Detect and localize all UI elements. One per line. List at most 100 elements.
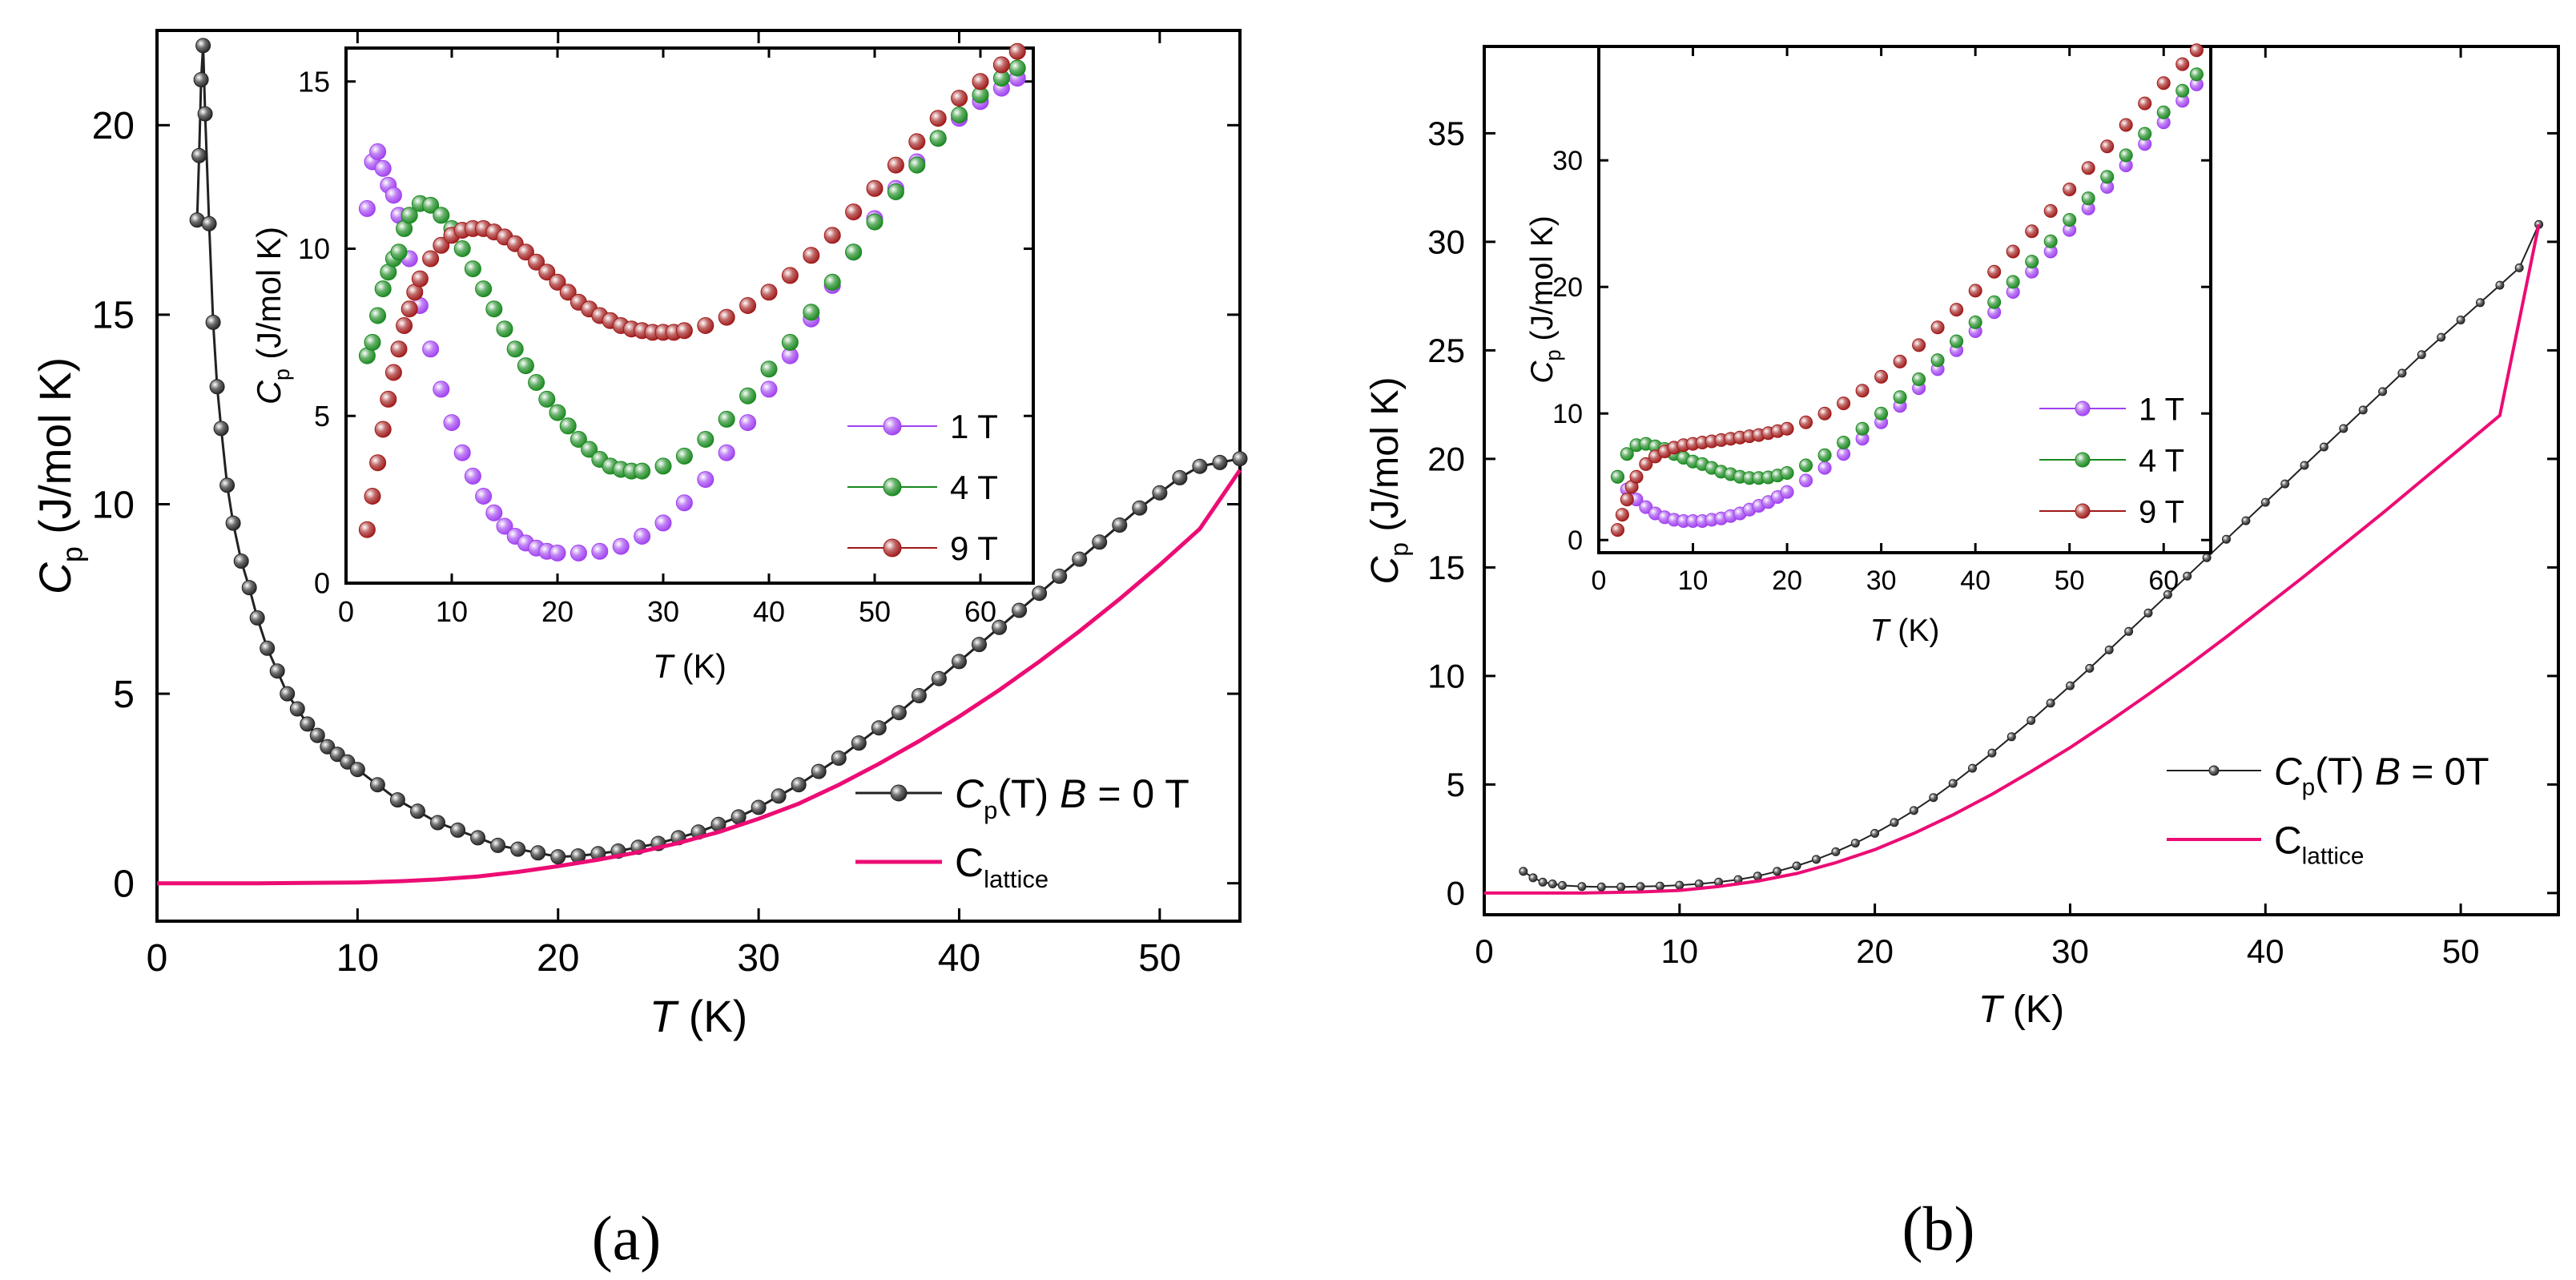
data-point [549,544,566,562]
x-tick-label: 50 [859,595,891,628]
y-axis-label: Cp (J/mol K) [1363,376,1414,584]
data-point [718,444,735,461]
data-point [2260,497,2270,507]
data-point [1232,451,1248,467]
x-axis-label: T (K) [1978,988,2064,1031]
data-point [549,273,566,291]
data-point [2358,405,2368,415]
data-point [866,213,883,231]
legend-label: Cp(T) B = 0T [2274,751,2489,800]
data-point [1032,586,1048,602]
data-point [718,308,735,326]
x-tick-label: 10 [436,595,468,628]
legend-marker [890,784,908,802]
data-point [823,273,841,291]
y-tick-label: 5 [314,400,330,433]
data-point [496,320,513,338]
data-point [823,227,841,244]
data-point [1611,469,1624,484]
y-tick-label: 20 [1427,441,1465,478]
data-point [1987,264,2002,279]
y-tick-label: 30 [1552,146,1583,176]
data-point [1675,880,1684,890]
y-tick-label: 10 [298,232,330,265]
y-axis-label-unit: (J/mol K) [1525,215,1560,349]
x-tick-label: 20 [1772,566,1802,596]
y-tick-label: 15 [298,65,330,98]
data-point [2163,590,2172,599]
legend-marker [883,477,902,497]
legend-label: 4 T [2139,443,2184,478]
data-point [195,38,211,54]
plot-frame [344,46,1035,585]
data-point [654,457,672,475]
x-axis-label-unit: (K) [2002,988,2064,1031]
data-point [289,701,305,717]
data-point [2417,350,2426,360]
y-axis-label-unit: (J/mol K) [251,227,288,368]
data-point [634,528,651,545]
data-point [374,159,392,177]
legend-label-sub: p [984,796,997,824]
data-point [2025,224,2039,239]
data-point [384,364,402,381]
series-zero_field: Cp(T) B = 0 T [189,38,1248,865]
data-point [2124,626,2134,636]
x-tick-label: 10 [1678,566,1709,596]
data-point [433,236,450,254]
data-point [803,247,820,264]
data-point [654,514,672,532]
data-point [2476,298,2485,308]
data-point [1538,877,1548,887]
y-tick-label: 5 [113,674,135,716]
x-axis-label: T (K) [653,648,727,685]
legend-label-main: C [955,771,984,816]
legend-label: Clattice [2274,819,2364,869]
data-point [358,521,376,538]
data-point [1837,436,1851,449]
series-lattice: Clattice [157,469,1242,893]
y-axis-label-var: C [30,562,80,594]
data-point [1620,447,1634,461]
data-point [675,322,693,340]
data-point [280,686,296,702]
data-point [2176,57,2190,71]
data-point [992,56,1010,74]
data-point [559,284,577,301]
legend-marker [2208,765,2220,776]
data-point [510,841,526,857]
data-point [475,488,493,505]
data-point [675,494,693,512]
y-tick-label: 0 [314,567,330,600]
data-point [369,307,387,324]
y-tick-label: 15 [92,295,135,337]
y-tick-label: 0 [113,863,135,905]
data-point [380,390,397,408]
data-point [205,314,221,330]
data-point [1817,461,1832,475]
x-tick-label: 20 [1856,932,1894,970]
data-point [1052,568,1068,584]
data-point [450,822,466,838]
panel-a-inset-chart: 0 10 20 30 40 50 60 0 5 10 15 T (K) Cp (J/mol K) 1 T 4… [251,42,1035,685]
data-point [260,640,276,656]
data-point [506,340,524,358]
data-point [739,297,757,314]
data-point [2183,571,2192,581]
data-point [1948,779,1958,788]
data-point [2156,105,2171,119]
data-point [851,735,867,751]
data-point [931,670,947,686]
series-zero_field: Cp(T) B = 0T [1519,219,2544,892]
data-point [739,414,757,432]
data-point [1212,454,1228,470]
legend-marker [2075,401,2091,417]
data-point [887,156,904,174]
data-point [269,663,285,679]
y-axis-label-sub: p [270,368,294,380]
data-point [591,542,609,560]
data-point [760,284,778,301]
data-point [1636,882,1645,892]
data-point [929,110,947,127]
legend-label-var: B [2375,751,2401,793]
